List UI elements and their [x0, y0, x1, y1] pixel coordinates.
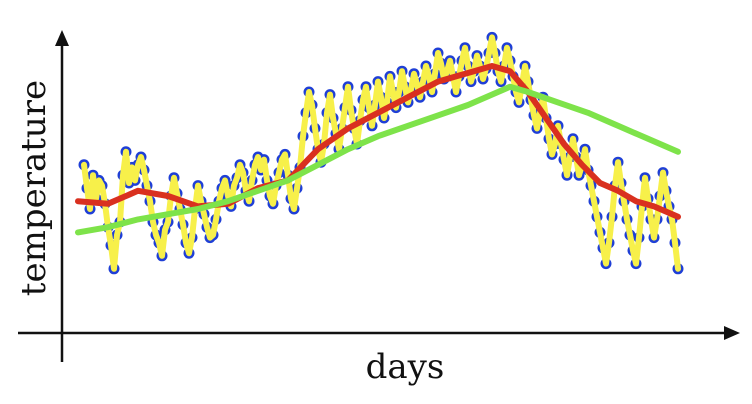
- axes: [18, 30, 740, 362]
- series-line-green: [75, 83, 681, 236]
- y-axis-arrow: [55, 30, 69, 46]
- series-line-yellow: [81, 34, 681, 272]
- x-axis-arrow: [724, 326, 740, 340]
- x-axis-label: days: [366, 347, 445, 387]
- series-lines: [75, 34, 681, 272]
- scatter-points: [78, 31, 684, 275]
- y-axis-label: temperature: [14, 80, 54, 296]
